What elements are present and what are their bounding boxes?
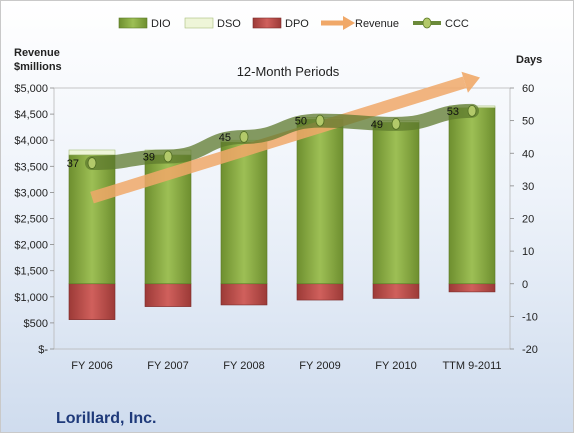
right-tick-label: 40 <box>522 148 534 160</box>
x-tick-label: FY 2010 <box>375 360 416 372</box>
ccc-line <box>85 103 479 171</box>
ccc-data-label: 50 <box>295 116 307 128</box>
legend-swatch-dso <box>184 17 214 29</box>
x-tick-label: FY 2006 <box>71 360 112 372</box>
ccc-point <box>391 117 401 130</box>
chart-title: 12-Month Periods <box>237 64 340 79</box>
left-tick-label: $2,500 <box>14 214 48 226</box>
bar-dpo <box>372 283 420 299</box>
revenue-arrow-shaft <box>90 76 467 204</box>
bar-dio <box>372 121 420 285</box>
right-axis-title: Days <box>516 54 542 66</box>
ccc-point <box>239 131 249 143</box>
left-tick-label: $2,000 <box>14 240 48 252</box>
right-tick-label: -20 <box>522 344 538 356</box>
left-tick-label: $1,000 <box>14 292 48 304</box>
bar-dio <box>448 107 496 285</box>
revenue-arrow-head <box>461 71 480 93</box>
right-tick-label: 0 <box>522 279 528 291</box>
legend-label-ccc: CCC <box>445 18 469 30</box>
ccc-data-label: 49 <box>371 119 383 131</box>
x-tick-label: FY 2009 <box>299 360 340 372</box>
revenue-arrow-group <box>90 71 480 204</box>
legend-marker-ccc <box>422 17 432 29</box>
legend-item-dio: DIO <box>118 17 171 30</box>
ccc-line-group: 37 39 45 50 49 53 <box>67 103 479 171</box>
left-tick-label: $500 <box>24 318 48 330</box>
right-tick-label: 60 <box>522 83 534 95</box>
right-tick-label: 30 <box>522 181 534 193</box>
left-axis-ticks: $- $500 $1,000 $1,500 $2,000 $2,500 $3,000 $3,5… <box>14 83 54 356</box>
right-tick-label: 10 <box>522 246 534 258</box>
ccc-point <box>163 150 173 163</box>
legend-label-revenue: Revenue <box>355 18 399 30</box>
left-tick-label: $4,500 <box>14 109 48 121</box>
bar-dpo <box>448 283 496 293</box>
right-tick-label: 50 <box>522 116 534 128</box>
company-name: Lorillard, Inc. <box>56 410 156 427</box>
left-tick-label: $- <box>38 344 48 356</box>
right-tick-label: 20 <box>522 214 534 226</box>
bar-dio <box>220 141 268 285</box>
x-axis-ticks: FY 2006 FY 2007 FY 2008 FY 2009 FY 2010 TTM 9… <box>71 360 501 372</box>
legend-swatch-dpo <box>252 17 282 29</box>
legend-item-ccc: CCC <box>413 17 469 30</box>
ccc-data-label: 53 <box>447 106 459 118</box>
bar-dpo <box>296 283 344 301</box>
right-axis-ticks: -20 -10 0 10 20 30 40 50 60 <box>510 83 538 356</box>
ccc-data-label: 45 <box>219 132 231 144</box>
right-tick-label: -10 <box>522 311 538 323</box>
left-tick-label: $1,500 <box>14 266 48 278</box>
left-tick-label: $5,000 <box>14 83 48 95</box>
bar-dpo <box>68 283 116 320</box>
bar-dpo <box>220 283 268 306</box>
ccc-point <box>87 157 97 169</box>
ccc-point <box>467 104 477 117</box>
x-tick-label: TTM 9-2011 <box>442 360 501 372</box>
bar-dio <box>68 154 116 285</box>
bar-dio <box>296 118 344 285</box>
x-tick-label: FY 2008 <box>223 360 264 372</box>
legend-swatch-revenue-head <box>343 16 355 30</box>
legend-label-dso: DSO <box>217 18 241 30</box>
legend-item-dso: DSO <box>184 17 241 30</box>
legend-item-revenue: Revenue <box>321 16 399 30</box>
legend-swatch-dio <box>118 17 148 29</box>
ccc-data-label: 37 <box>67 158 79 170</box>
ccc-point <box>315 114 325 127</box>
left-tick-label: $3,500 <box>14 161 48 173</box>
legend-label-dpo: DPO <box>285 18 309 30</box>
legend-label-dio: DIO <box>151 18 171 30</box>
bar-dpo <box>144 283 192 307</box>
x-tick-label: FY 2007 <box>147 360 188 372</box>
bar-dso <box>68 149 116 156</box>
left-tick-label: $3,000 <box>14 187 48 199</box>
legend-item-dpo: DPO <box>252 17 309 30</box>
left-tick-label: $4,000 <box>14 135 48 147</box>
legend: DIO DSO DPO Revenue CCC <box>118 16 469 30</box>
left-axis-title-line2: $millions <box>14 61 62 73</box>
ccc-data-label: 39 <box>143 152 155 164</box>
left-axis-title-line1: Revenue <box>14 47 60 59</box>
